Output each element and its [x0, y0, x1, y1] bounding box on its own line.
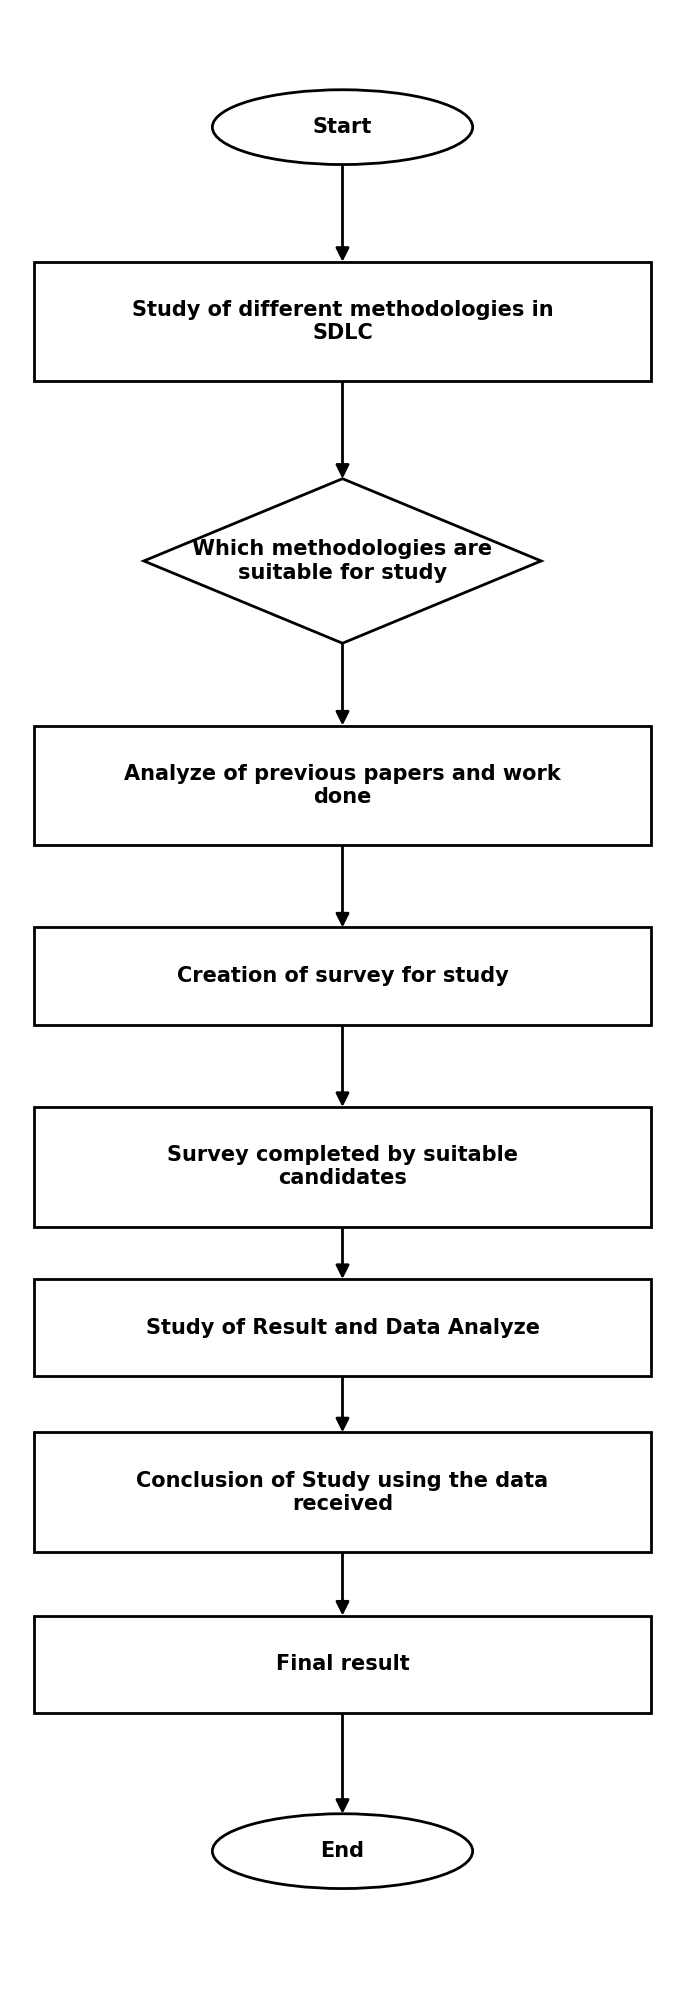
- Text: Creation of survey for study: Creation of survey for study: [177, 967, 508, 987]
- Text: Analyze of previous papers and work
done: Analyze of previous papers and work done: [124, 763, 561, 807]
- Bar: [34, 927, 651, 1024]
- Bar: [34, 1278, 651, 1376]
- Ellipse shape: [212, 90, 473, 164]
- Text: Final result: Final result: [275, 1654, 410, 1673]
- Text: Study of Result and Data Analyze: Study of Result and Data Analyze: [145, 1318, 540, 1338]
- Text: Which methodologies are
suitable for study: Which methodologies are suitable for stu…: [192, 539, 493, 583]
- Text: Start: Start: [313, 118, 372, 138]
- Bar: [34, 1432, 651, 1552]
- Polygon shape: [144, 479, 541, 643]
- Text: Study of different methodologies in
SDLC: Study of different methodologies in SDLC: [132, 300, 553, 343]
- Bar: [34, 1616, 651, 1713]
- Text: Conclusion of Study using the data
received: Conclusion of Study using the data recei…: [136, 1470, 549, 1514]
- Bar: [34, 725, 651, 845]
- Text: Survey completed by suitable
candidates: Survey completed by suitable candidates: [167, 1144, 518, 1188]
- Ellipse shape: [212, 1813, 473, 1889]
- Text: End: End: [321, 1841, 364, 1861]
- Bar: [34, 1106, 651, 1226]
- Bar: [34, 262, 651, 381]
